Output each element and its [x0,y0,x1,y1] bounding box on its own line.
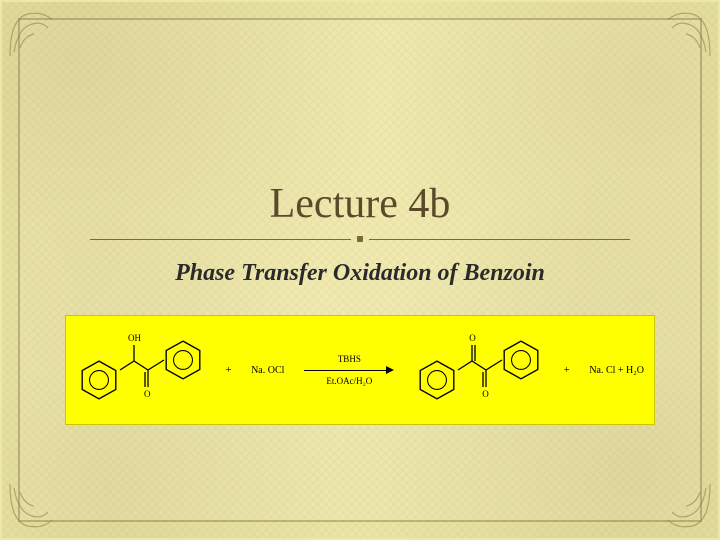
reaction-scheme: OH O + Na. OCl TBHS Et.OAc/H₂O O [65,315,655,425]
o-label: O [144,389,151,399]
product-benzil: O O [414,325,544,415]
slide-subtitle: Phase Transfer Oxidation of Benzoin [175,260,545,287]
title-rule [90,232,630,246]
arrow-bottom-text: Et.OAc/H₂O [326,376,372,386]
arrow-top-text: TBHS [338,354,361,364]
reaction-arrow: TBHS Et.OAc/H₂O [302,354,397,386]
byproduct: Na. Cl + H₂O [589,365,644,376]
plus-sign: + [562,364,572,376]
reactant-benzoin: OH O [76,325,206,415]
slide-title: Lecture 4b [270,180,451,228]
plus-sign: + [223,364,233,376]
oh-label: OH [128,333,141,343]
o-label-bot: O [482,389,489,399]
o-label-top: O [469,333,476,343]
reagent-naocl: Na. OCl [251,365,284,376]
slide-content: Lecture 4b Phase Transfer Oxidation of B… [0,0,720,540]
